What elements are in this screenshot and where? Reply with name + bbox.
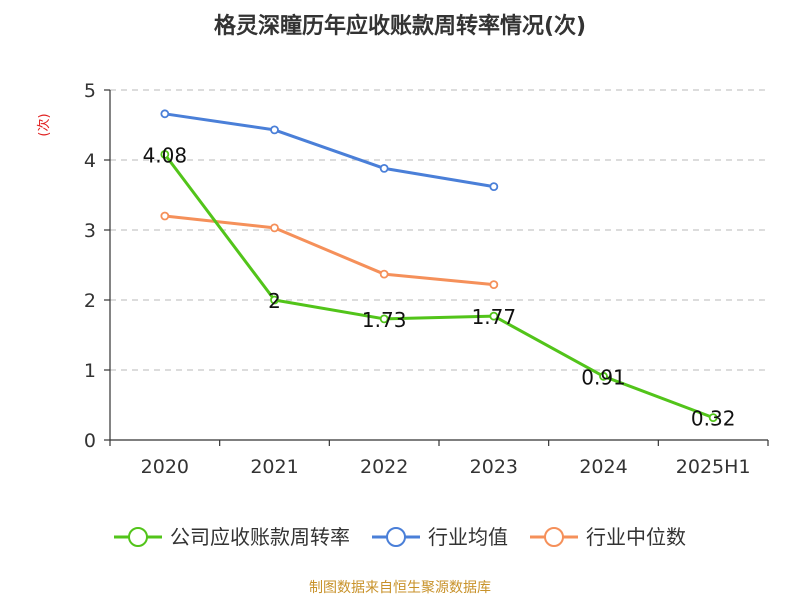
series-point xyxy=(489,311,499,321)
series-point xyxy=(160,149,170,159)
y-tick-label: 3 xyxy=(84,220,96,242)
legend: 公司应收账款周转率 行业均值 行业中位数 xyxy=(114,525,686,549)
y-axis-label: (次) xyxy=(36,113,52,136)
series-line-2 xyxy=(163,214,496,287)
legend-label[interactable]: 公司应收账款周转率 xyxy=(170,525,350,549)
data-label: 0.32 xyxy=(691,407,736,431)
y-tick-label: 5 xyxy=(84,80,96,102)
series-point xyxy=(379,163,389,173)
series-lines xyxy=(160,109,718,423)
x-tick-label: 2021 xyxy=(250,456,298,478)
series-line-0 xyxy=(163,152,715,420)
y-tick-label: 0 xyxy=(84,430,96,452)
series-point xyxy=(379,269,389,279)
x-tick-label: 2025H1 xyxy=(676,456,751,478)
data-label: 2 xyxy=(268,289,281,313)
legend-label[interactable]: 行业均值 xyxy=(428,525,508,549)
series-point xyxy=(160,211,170,221)
data-labels: 4.08 2 1.73 1.77 0.91 0.32 xyxy=(143,143,736,430)
y-tick-label: 1 xyxy=(84,360,96,382)
data-label: 1.77 xyxy=(472,305,517,329)
x-tick-label: 2024 xyxy=(579,456,627,478)
legend-marker xyxy=(386,527,406,547)
series-point xyxy=(160,109,170,119)
data-label: 0.91 xyxy=(581,365,626,389)
grid-lines xyxy=(110,89,768,371)
source-note: 制图数据来自恒生聚源数据库 xyxy=(309,580,491,596)
x-tick-label: 2020 xyxy=(141,456,189,478)
series-line-1 xyxy=(163,112,496,189)
legend-label[interactable]: 行业中位数 xyxy=(586,525,686,549)
axes: 0 1 2 3 4 5 2020 2021 2022 2023 2024 2025H1 xyxy=(84,80,769,478)
legend-marker xyxy=(544,527,564,547)
series-point xyxy=(708,413,718,423)
series-point xyxy=(270,295,279,305)
series-point xyxy=(270,125,279,135)
chart-title: 格灵深瞳历年应收账款周转率情况(次) xyxy=(214,13,586,39)
legend-marker xyxy=(128,527,148,547)
series-point xyxy=(599,371,608,381)
x-tick-label: 2023 xyxy=(470,456,518,478)
y-tick-label: 4 xyxy=(84,150,96,172)
x-tick-label: 2022 xyxy=(360,456,408,478)
data-label: 1.73 xyxy=(362,308,407,332)
y-tick-label: 2 xyxy=(84,290,96,312)
series-point xyxy=(489,182,499,192)
series-point xyxy=(489,280,499,290)
series-point xyxy=(379,314,389,324)
data-label: 4.08 xyxy=(143,143,188,167)
series-point xyxy=(270,223,279,233)
